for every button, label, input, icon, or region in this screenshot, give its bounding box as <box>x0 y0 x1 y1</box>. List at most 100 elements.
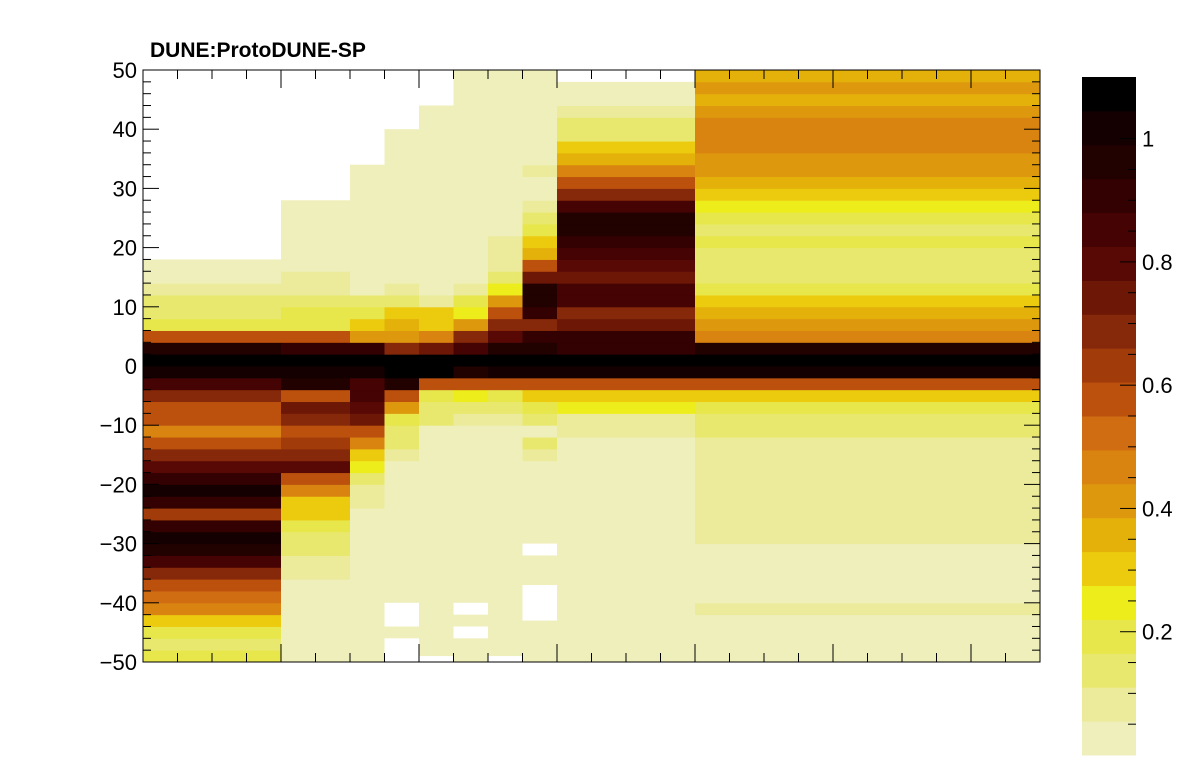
heatmap-cell <box>281 543 351 556</box>
heatmap-cell <box>522 259 558 272</box>
heatmap-cell <box>557 413 696 426</box>
heatmap-cell <box>350 366 385 379</box>
heatmap-cell <box>695 164 1041 178</box>
colorbar-swatch <box>1082 517 1136 553</box>
heatmap-cell <box>281 472 351 485</box>
heatmap-cell <box>350 342 385 355</box>
heatmap-cell <box>281 283 351 296</box>
heatmap-cell <box>384 366 420 379</box>
y-tick-label: −50 <box>100 650 137 675</box>
heatmap-cell <box>453 283 489 296</box>
heatmap-cell <box>453 318 489 331</box>
heatmap-cell <box>695 223 1041 237</box>
heatmap-cell <box>281 425 351 438</box>
heatmap-cell <box>488 377 523 391</box>
heatmap-cell <box>350 413 385 426</box>
heatmap-cell <box>522 176 558 189</box>
heatmap-cell <box>453 425 489 663</box>
heatmap-cell <box>522 366 558 379</box>
heatmap-cell <box>143 389 282 403</box>
heatmap-cell <box>384 437 420 450</box>
heatmap-cell <box>143 425 282 438</box>
heatmap-cell <box>281 413 351 426</box>
heatmap-cell <box>522 401 558 414</box>
heatmap-cell <box>281 271 351 284</box>
heatmap-cell <box>453 271 489 284</box>
heatmap-cell <box>143 638 282 651</box>
colorbar-swatch <box>1082 619 1136 654</box>
heatmap-cell <box>281 448 351 462</box>
colorbar-swatch <box>1082 483 1136 519</box>
heatmap-cell <box>384 318 420 331</box>
heatmap-cell <box>143 614 282 627</box>
heatmap-cell <box>695 176 1041 189</box>
heatmap-cell <box>143 448 282 462</box>
heatmap-cell <box>695 602 1041 616</box>
heatmap-cell <box>488 389 523 403</box>
empty-cell <box>522 543 557 556</box>
heatmap-cell <box>557 188 696 201</box>
heatmap-cell <box>557 212 696 225</box>
heatmap-cell <box>557 437 696 663</box>
heatmap-cell <box>419 389 454 403</box>
heatmap-cell <box>143 318 282 331</box>
heatmap-cell <box>350 484 385 497</box>
heatmap-cell <box>350 472 385 485</box>
heatmap-cell <box>453 401 489 414</box>
heatmap-cell <box>281 579 351 663</box>
heatmap-cell <box>384 425 420 438</box>
heatmap-cell <box>143 401 282 414</box>
chart-title: DUNE:ProtoDUNE-SP <box>150 39 366 62</box>
y-tick-label: 10 <box>113 295 137 320</box>
heatmap-cell <box>695 117 1041 130</box>
heatmap-cell <box>453 377 489 391</box>
heatmap-cell <box>557 283 696 296</box>
heatmap-cell <box>695 152 1041 166</box>
empty-cell <box>419 656 454 662</box>
heatmap-cell <box>522 188 558 201</box>
heatmap-cell <box>281 306 351 320</box>
heatmap-cell <box>384 283 420 296</box>
heatmap-cell <box>143 531 282 545</box>
empty-cell <box>453 602 488 615</box>
heatmap-cell <box>695 294 1041 308</box>
heatmap-cell <box>557 152 696 166</box>
heatmap-cell <box>453 70 489 272</box>
heatmap-cell <box>350 460 385 474</box>
heatmap-cell <box>557 81 696 107</box>
colorbar-swatch <box>1082 721 1136 756</box>
heatmap-cell <box>384 354 420 367</box>
empty-cell <box>488 656 523 662</box>
colorbar-swatch <box>1082 551 1136 586</box>
heatmap-cell <box>488 223 523 237</box>
y-axis: 50 40 30 20 10 0 −10 −20 −30 −40 −50 <box>100 58 1040 675</box>
heatmap-cell <box>695 366 1041 379</box>
heatmap-cell <box>453 306 489 320</box>
heatmap-cell <box>143 283 282 296</box>
heatmap-cell <box>143 259 282 272</box>
heatmap-cell <box>557 259 696 272</box>
heatmap-cell <box>522 354 558 367</box>
heatmap-cell <box>488 235 523 249</box>
heatmap-cell <box>143 294 282 308</box>
colorbar-swatch <box>1082 687 1136 722</box>
heatmap-cell <box>281 200 351 260</box>
heatmap-cell <box>384 460 420 663</box>
heatmap-cell <box>281 377 351 391</box>
heatmap-cell <box>695 283 1041 296</box>
heatmap-cell <box>488 342 523 355</box>
heatmap-cell <box>143 590 282 604</box>
colorbar-swatch <box>1082 449 1136 485</box>
heatmap-cell <box>143 354 282 367</box>
y-tick-label: 50 <box>113 58 137 83</box>
heatmap-cell <box>419 342 454 355</box>
heatmap-cell <box>557 105 696 118</box>
colorbar-tick-label: 0.2 <box>1142 620 1173 645</box>
heatmap-cell <box>384 413 420 426</box>
heatmap-cell <box>143 472 282 485</box>
heatmap-cell <box>557 164 696 178</box>
heatmap-cell <box>281 294 351 308</box>
heatmap-cell <box>557 342 696 355</box>
heatmap-cell <box>522 460 558 663</box>
heatmap-cell <box>419 354 454 367</box>
